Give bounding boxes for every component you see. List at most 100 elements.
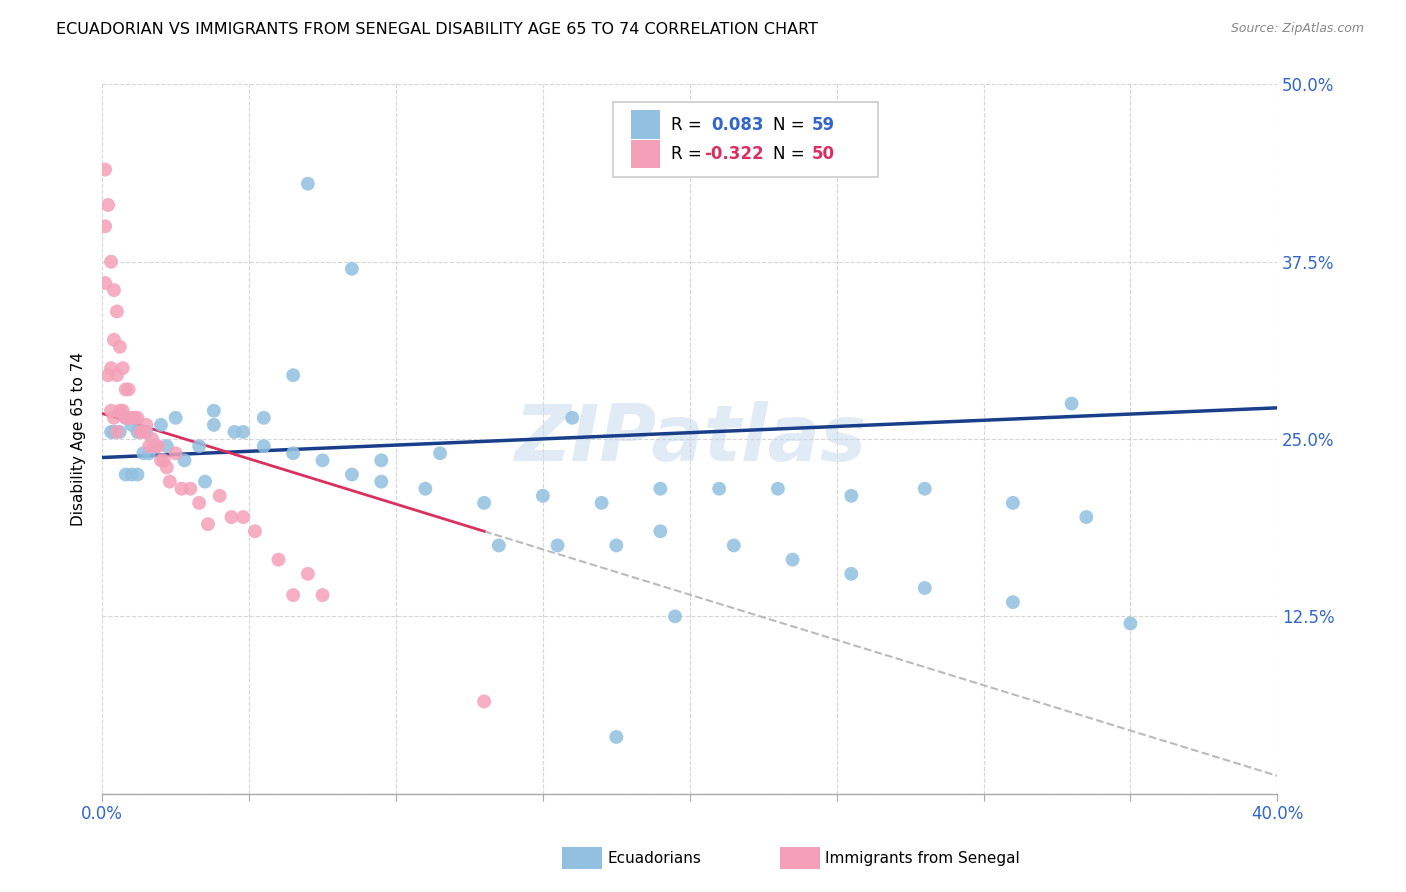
Point	[650, 482, 672, 496]
Point	[114, 383, 136, 397]
Point	[221, 510, 243, 524]
Point	[232, 510, 254, 524]
Point	[782, 552, 804, 566]
Point	[488, 538, 510, 552]
Point	[253, 439, 276, 453]
Point	[108, 340, 131, 354]
Point	[103, 333, 125, 347]
Point	[105, 425, 128, 439]
Text: ZIPatlas: ZIPatlas	[513, 401, 866, 477]
FancyBboxPatch shape	[613, 103, 877, 177]
Point	[132, 425, 155, 439]
Point	[224, 425, 246, 439]
Point	[283, 446, 305, 460]
Point	[121, 410, 143, 425]
Point	[100, 361, 122, 376]
Point	[141, 432, 163, 446]
Point	[429, 446, 451, 460]
Point	[127, 425, 149, 439]
Point	[165, 410, 187, 425]
Point	[118, 410, 141, 425]
Point	[138, 439, 160, 453]
Point	[208, 489, 231, 503]
Point	[311, 453, 333, 467]
Point	[149, 417, 172, 432]
Point	[766, 482, 789, 496]
Text: ECUADORIAN VS IMMIGRANTS FROM SENEGAL DISABILITY AGE 65 TO 74 CORRELATION CHART: ECUADORIAN VS IMMIGRANTS FROM SENEGAL DI…	[56, 22, 818, 37]
Text: Immigrants from Senegal: Immigrants from Senegal	[825, 851, 1021, 865]
Point	[194, 475, 217, 489]
Point	[472, 496, 495, 510]
Point	[118, 383, 141, 397]
Point	[188, 496, 211, 510]
Point	[267, 552, 290, 566]
Point	[121, 467, 143, 482]
Bar	[631, 111, 661, 139]
Point	[340, 467, 363, 482]
Text: N =: N =	[773, 145, 810, 163]
Point	[156, 439, 179, 453]
Y-axis label: Disability Age 65 to 74: Disability Age 65 to 74	[72, 352, 86, 526]
Point	[143, 439, 166, 453]
Point	[723, 538, 745, 552]
Point	[605, 538, 627, 552]
Point	[114, 410, 136, 425]
Point	[202, 417, 225, 432]
Text: Source: ZipAtlas.com: Source: ZipAtlas.com	[1230, 22, 1364, 36]
Point	[138, 446, 160, 460]
Point	[547, 538, 569, 552]
Point	[839, 489, 862, 503]
Point	[135, 417, 157, 432]
Point	[297, 177, 319, 191]
Point	[94, 276, 117, 290]
Point	[156, 460, 179, 475]
Point	[197, 517, 219, 532]
Point	[650, 524, 672, 539]
Point	[114, 410, 136, 425]
Point	[94, 219, 117, 234]
Point	[149, 453, 172, 467]
Point	[159, 475, 181, 489]
Point	[707, 482, 730, 496]
Point	[135, 425, 157, 439]
Point	[914, 482, 936, 496]
Text: N =: N =	[773, 116, 810, 134]
Point	[103, 425, 125, 439]
Point	[591, 496, 613, 510]
Point	[127, 467, 149, 482]
Point	[253, 410, 276, 425]
Text: Ecuadorians: Ecuadorians	[607, 851, 702, 865]
Point	[179, 482, 201, 496]
Point	[243, 524, 266, 539]
Point	[311, 588, 333, 602]
Text: R =: R =	[671, 145, 707, 163]
Point	[173, 453, 195, 467]
Point	[340, 261, 363, 276]
Point	[146, 439, 169, 453]
Text: 50: 50	[811, 145, 835, 163]
Point	[100, 403, 122, 417]
Point	[129, 425, 152, 439]
Point	[232, 425, 254, 439]
Text: R =: R =	[671, 116, 707, 134]
Point	[100, 254, 122, 268]
Point	[121, 417, 143, 432]
Point	[415, 482, 437, 496]
Point	[103, 283, 125, 297]
Point	[105, 304, 128, 318]
Text: 0.083: 0.083	[711, 116, 763, 134]
Point	[839, 566, 862, 581]
Point	[105, 368, 128, 383]
Text: 59: 59	[811, 116, 835, 134]
Point	[103, 410, 125, 425]
Point	[1076, 510, 1098, 524]
Bar	[631, 140, 661, 169]
Point	[94, 162, 117, 177]
Point	[170, 482, 193, 496]
Point	[531, 489, 554, 503]
Point	[153, 453, 176, 467]
Point	[202, 403, 225, 417]
Point	[97, 198, 120, 212]
Point	[283, 368, 305, 383]
Point	[1001, 496, 1024, 510]
